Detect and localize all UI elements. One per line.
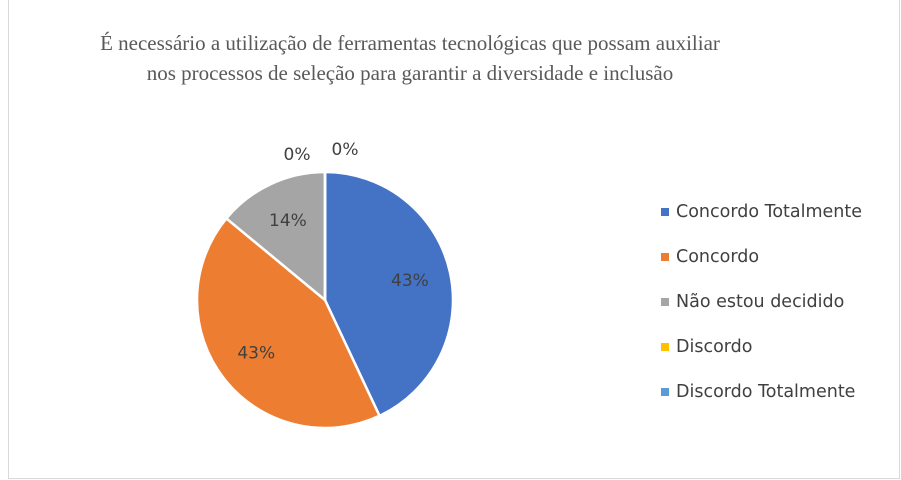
pie-slice — [323, 170, 455, 418]
legend-swatch — [661, 298, 669, 306]
data-label: 0% — [332, 140, 359, 160]
pie-slice — [195, 216, 382, 430]
legend-label: Concordo — [676, 247, 759, 267]
chart-frame — [8, 0, 900, 479]
data-label: 43% — [391, 271, 429, 291]
legend-swatch — [661, 343, 669, 351]
legend-swatch — [661, 208, 669, 216]
legend-swatch — [661, 253, 669, 261]
pie-slice — [224, 170, 327, 303]
legend-label: Discordo Totalmente — [676, 382, 855, 402]
legend-label: Não estou decidido — [676, 292, 844, 312]
chart-title: É necessário a utilização de ferramentas… — [100, 31, 720, 85]
data-label: 14% — [269, 211, 307, 231]
data-label: 43% — [237, 343, 275, 363]
data-label: 0% — [284, 145, 311, 165]
legend-label: Discordo — [676, 337, 753, 357]
legend-swatch — [661, 388, 669, 396]
legend-label: Concordo Totalmente — [676, 202, 862, 222]
